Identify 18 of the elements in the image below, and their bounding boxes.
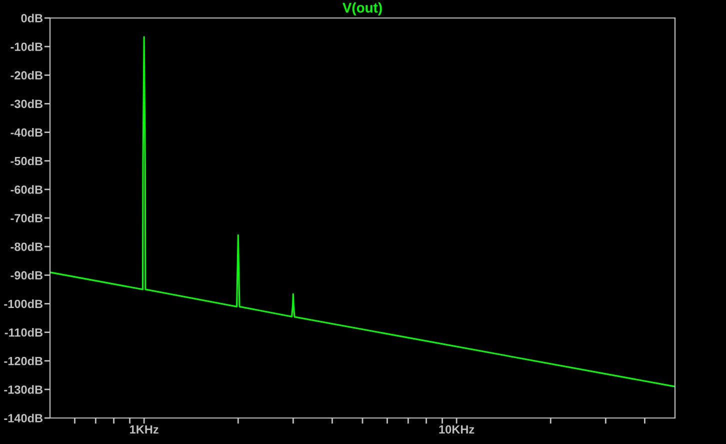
y-tick-label: -140dB — [4, 414, 43, 422]
y-tick-label: -90dB — [10, 270, 43, 280]
y-tick-label: -20dB — [10, 70, 43, 80]
y-tick-label: -30dB — [10, 99, 43, 108]
y-tick-label: -130dB — [4, 385, 43, 394]
x-tick-label: 10KHz — [439, 425, 474, 434]
y-tick-label: -40dB — [10, 128, 43, 137]
x-tick-label: 1KHz — [130, 425, 158, 434]
y-tick-label: -60dB — [10, 185, 43, 194]
y-tick-label: -100dB — [4, 299, 43, 308]
y-tick-label: -110dB — [4, 328, 43, 337]
chart-title: V(out) — [342, 2, 382, 16]
y-tick-label: -80dB — [10, 242, 43, 251]
y-tick-label: 0dB — [21, 14, 43, 22]
y-tick-label: -50dB — [10, 156, 43, 166]
y-tick-label: -120dB — [4, 356, 43, 366]
y-tick-label: -10dB — [10, 42, 43, 51]
y-tick-label: -70dB — [10, 214, 43, 222]
